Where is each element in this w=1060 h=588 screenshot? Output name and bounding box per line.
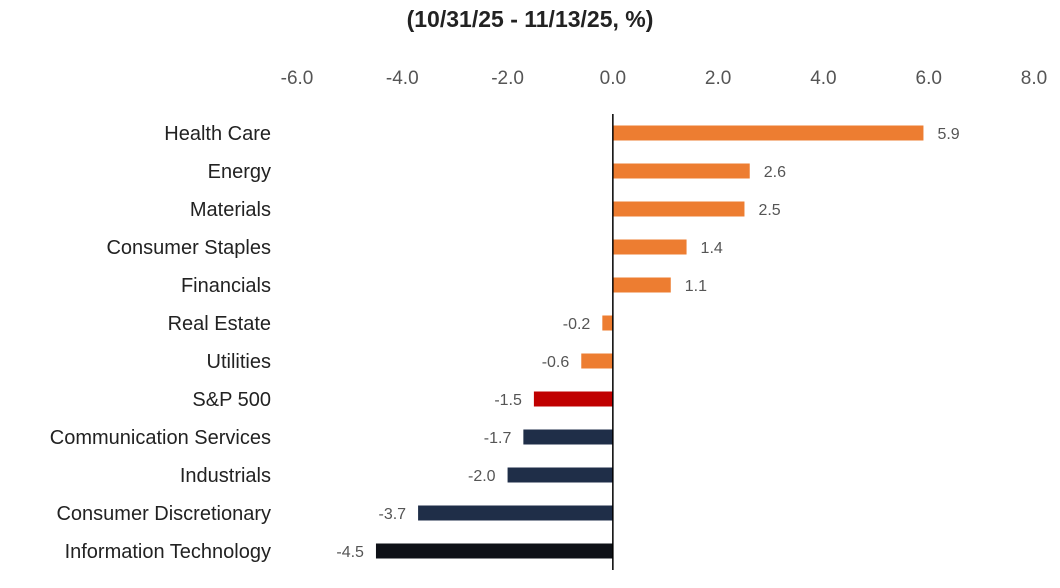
category-label: Materials [190,199,271,221]
x-tick-label: -2.0 [491,68,524,89]
x-tick-label: 6.0 [916,68,942,89]
bar [523,429,613,445]
data-label: -2.0 [468,468,496,485]
x-tick-label: -4.0 [386,68,419,89]
bar [612,163,750,179]
category-label: Real Estate [168,313,271,335]
bar [581,353,613,369]
bar [612,201,745,217]
x-tick-label: 0.0 [600,68,626,89]
bar [533,391,613,407]
bar [612,125,924,141]
data-label: 1.4 [701,240,723,257]
category-label: Health Care [164,123,271,145]
category-label: S&P 500 [192,389,271,411]
data-label: -0.2 [563,316,591,333]
category-label: Industrials [180,465,271,487]
category-label: Information Technology [65,541,271,563]
x-tick-label: 4.0 [810,68,836,89]
bar [612,277,671,293]
data-label: 2.6 [764,164,786,181]
category-label: Communication Services [50,427,271,449]
data-label: -0.6 [542,354,570,371]
bar [418,505,613,521]
data-label: 1.1 [685,278,707,295]
data-label: 2.5 [758,202,780,219]
bar [375,543,613,559]
bar [602,315,613,331]
category-label: Consumer Staples [106,237,271,259]
data-label: -4.5 [336,544,364,561]
category-label: Financials [181,275,271,297]
x-tick-label: 2.0 [705,68,731,89]
category-label: Utilities [207,351,271,373]
data-label: -1.7 [484,430,512,447]
bar [612,239,687,255]
category-label: Energy [208,161,271,183]
bar [507,467,613,483]
data-label: -3.7 [379,506,407,523]
x-tick-label: -6.0 [281,68,314,89]
x-tick-label: 8.0 [1021,68,1047,89]
data-label: 5.9 [937,126,959,143]
data-label: -1.5 [494,392,522,409]
category-label: Consumer Discretionary [56,503,271,525]
chart-title: (10/31/25 - 11/13/25, %) [406,6,654,32]
